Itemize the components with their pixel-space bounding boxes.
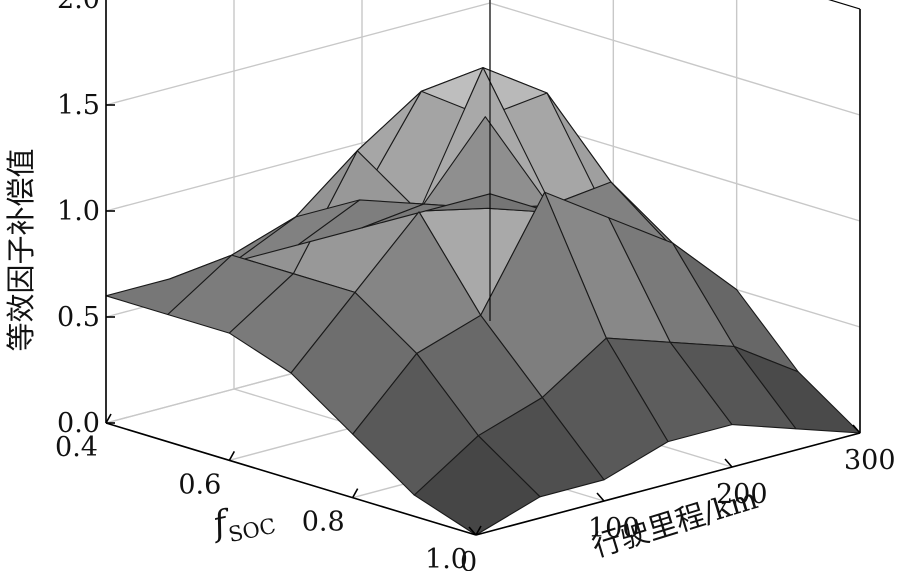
x-axis-title: fSOC [207, 493, 278, 550]
x-tick-label: 1.0 [425, 544, 468, 571]
y-tick-label: 100 [588, 513, 640, 544]
x-tick-mark [475, 525, 482, 536]
y-tick-label: 0 [460, 547, 477, 571]
x-tick-label: 0.6 [178, 469, 221, 500]
surface-facet [105, 254, 233, 316]
y-tick-mark [468, 526, 477, 536]
x-axis-title-subscript: SOC [226, 514, 278, 547]
y-tick-mark [724, 458, 733, 468]
z-tick-label: 0.0 [57, 408, 100, 439]
y-tick-mark [852, 424, 861, 434]
z-axis-title: 等效因子补偿值 [4, 148, 38, 351]
z-tick-label: 1.0 [57, 196, 100, 227]
x-tick-mark [228, 450, 236, 461]
frame-edge-top-right [828, 0, 861, 10]
y-tick-label: 300 [844, 445, 896, 476]
grid-line-back-left-horizontal [105, 2, 491, 106]
frame-edge-front-left [105, 422, 477, 536]
grid-line-back-right-horizontal [489, 2, 861, 116]
chart-frame [105, 0, 861, 536]
grid-line-back-right-horizontal [827, 0, 861, 10]
x-tick-label: 0.8 [302, 507, 345, 538]
surface-facet [413, 435, 541, 536]
y-axis-title: 行驶里程/km [588, 481, 761, 563]
y-tick-mark [596, 492, 605, 502]
z-tick-label: 0.5 [57, 302, 100, 333]
x-tick-mark [105, 413, 112, 424]
frame-edge-front-right [475, 432, 861, 536]
x-tick-mark [351, 488, 359, 499]
surface-plot [105, 67, 861, 536]
z-tick-label: 1.5 [57, 90, 100, 121]
y-tick-label: 200 [716, 479, 768, 510]
z-tick-label: 2.0 [57, 0, 100, 15]
x-tick-label: 0.4 [55, 432, 98, 463]
